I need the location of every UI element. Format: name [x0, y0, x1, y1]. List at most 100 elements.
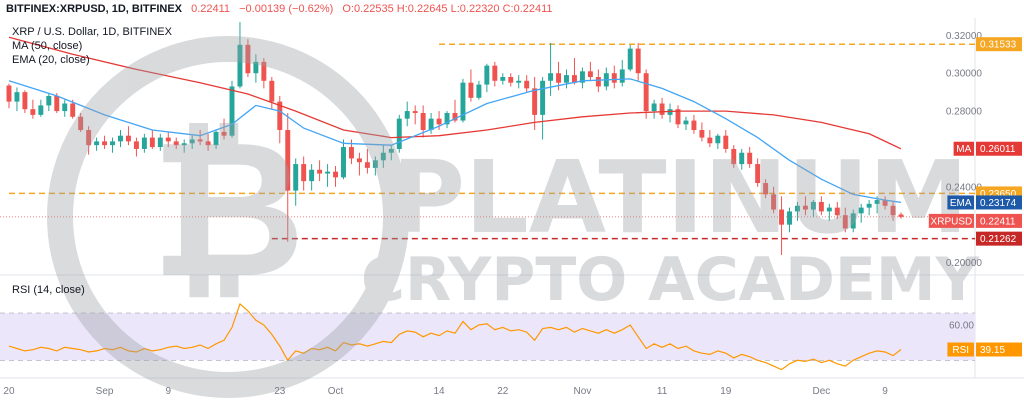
watermark-line2: CRYPTO ACADEMY [361, 245, 981, 315]
candle [205, 133, 211, 151]
candle [532, 77, 538, 131]
candle [309, 164, 315, 191]
candle [213, 130, 219, 149]
candle [380, 145, 386, 168]
candle [572, 58, 577, 85]
candle-body [380, 152, 386, 161]
candle [237, 22, 243, 89]
candle [627, 44, 633, 72]
svg-text:BITFINEX:XRPUSD, 1D, BITFINEX: BITFINEX:XRPUSD, 1D, BITFINEX 0.22411 −0… [6, 3, 553, 15]
candle-body [333, 171, 338, 178]
candle-body [532, 88, 538, 115]
candle-body [548, 73, 554, 81]
candle [675, 105, 681, 129]
price-tag-bg [976, 213, 1022, 228]
candle [826, 203, 832, 221]
candle [404, 101, 410, 127]
candle-body [237, 44, 243, 87]
watermark-bitcoin-icon: ₿ [151, 99, 306, 320]
candle-body [699, 130, 705, 138]
candle [715, 133, 721, 149]
candle-body [755, 164, 761, 184]
candle-body [173, 141, 179, 146]
candle [428, 112, 434, 134]
candle [165, 131, 171, 148]
candle-body [436, 118, 442, 125]
candle [834, 201, 840, 219]
candle-body [94, 141, 100, 146]
legend-ema: EMA (20, close) [12, 54, 90, 66]
rsi-tick-label: 60.00 [949, 321, 974, 332]
candle [882, 196, 888, 210]
candle-body [866, 203, 872, 208]
candle-body [30, 109, 36, 115]
candle [651, 99, 657, 119]
candle-body [468, 82, 474, 98]
level-tag-bg [976, 37, 1022, 52]
ohlc-values: O:0.22535 H:0.22645 L:0.22320 C:0.22411 [342, 3, 552, 15]
candle-body [556, 73, 562, 83]
candle-body [70, 103, 76, 117]
candle [22, 90, 28, 113]
candle-body [643, 73, 649, 112]
candle-body [348, 147, 354, 159]
candle-body [229, 86, 235, 136]
candle [333, 165, 338, 187]
candle [540, 77, 546, 140]
candle [691, 114, 697, 134]
rsi-line [8, 302, 902, 371]
candle-body [46, 95, 52, 106]
candle [731, 145, 737, 168]
ema-tag-bg [976, 195, 1022, 210]
candle [181, 139, 187, 153]
candle-body [834, 207, 840, 216]
candle-body [245, 44, 251, 74]
candle-body [882, 200, 888, 206]
candle-body [54, 95, 60, 112]
watermark: ₿ PLATINUM CRYPTO ACADEMY [47, 36, 981, 398]
candle-body [38, 105, 44, 115]
candle [476, 80, 482, 100]
candle [412, 105, 418, 125]
candle-body [810, 201, 816, 210]
candle-body [86, 130, 92, 146]
candles [6, 22, 904, 255]
candle-body [396, 118, 402, 149]
candle-body [102, 141, 108, 146]
candle-body [269, 80, 275, 102]
candle-body [635, 48, 641, 74]
candle-body [149, 137, 155, 148]
candle [14, 87, 20, 112]
candle [755, 158, 761, 187]
candle [611, 65, 617, 89]
candle [125, 126, 131, 146]
candle [285, 112, 291, 242]
price-axis: 0.32000 0.30000 0.28000 0.24000 0.20000 [946, 31, 983, 269]
candle-body [62, 103, 68, 112]
symbol-title: BITFINEX:XRPUSD, 1D, BITFINEX [6, 3, 183, 15]
price-tag-name-bg [928, 213, 974, 228]
candle [388, 145, 394, 161]
candle-body [564, 75, 569, 83]
level-tag-bg [976, 231, 1022, 246]
candle-body [110, 141, 115, 146]
ma-line [8, 36, 902, 150]
candle-body [874, 200, 880, 204]
candle [707, 130, 713, 148]
candle [364, 148, 370, 174]
candle-body [309, 169, 315, 182]
level-tag-value: 0.23650 [980, 189, 1017, 200]
candle-body [412, 111, 418, 113]
candle [771, 186, 777, 214]
candle [890, 201, 896, 221]
candle [683, 116, 689, 131]
candle [747, 147, 753, 168]
ma-tag-name-bg [953, 141, 974, 156]
candle-body [890, 205, 896, 216]
candle-body [779, 209, 785, 225]
price-tick-label: 0.30000 [946, 69, 983, 80]
candle [38, 99, 44, 117]
candle-body [683, 120, 689, 125]
time-tick-label: 11 [657, 386, 668, 397]
